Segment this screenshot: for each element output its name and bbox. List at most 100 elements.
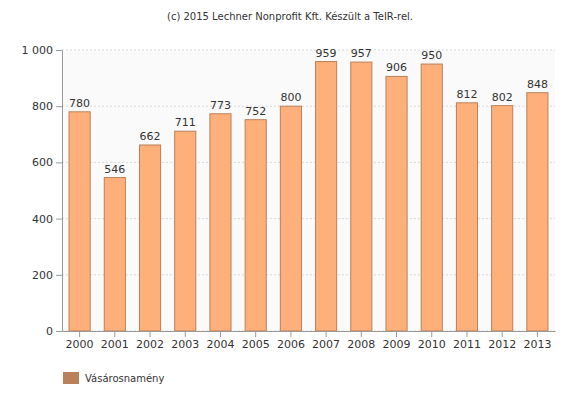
title: (c) 2015 Lechner Nonprofit Kft. Készült … (167, 11, 413, 22)
bar (245, 120, 266, 331)
x-tick-label: 2009 (383, 338, 411, 351)
bar (386, 76, 407, 331)
legend: Vásárosnamény (63, 372, 164, 384)
x-tick: 2004 (206, 331, 234, 351)
x-tick-label: 2008 (347, 338, 375, 351)
x-tick-mark (396, 331, 397, 337)
grid-line (62, 274, 555, 275)
x-tick-mark (537, 331, 538, 337)
x-axis-line (63, 331, 556, 332)
bar (527, 93, 548, 331)
grid-line (62, 50, 555, 51)
bar (456, 103, 477, 331)
grid-line (62, 218, 555, 219)
y-tick-mark (56, 50, 62, 51)
data-label: 662 (140, 130, 161, 143)
bar (492, 106, 513, 331)
y-tick-label: 600 (32, 156, 53, 169)
data-label: 906 (386, 61, 407, 74)
y-tick: 800 (32, 100, 62, 113)
bar (316, 62, 337, 331)
grid-line (62, 331, 555, 332)
x-tick: 2010 (418, 331, 446, 351)
x-tick: 2002 (136, 331, 164, 351)
grid-line (62, 162, 555, 163)
y-tick-label: 400 (32, 213, 53, 226)
x-tick-label: 2000 (66, 338, 94, 351)
data-label: 950 (421, 49, 442, 62)
data-label: 752 (245, 105, 266, 118)
x-tick-mark (255, 331, 256, 337)
data-label: 848 (527, 78, 548, 91)
data-label: 802 (492, 91, 513, 104)
plot-background (62, 50, 555, 331)
bars (69, 62, 548, 331)
y-tick-label: 0 (46, 325, 53, 338)
y-tick-mark (56, 106, 62, 107)
x-tick: 2011 (453, 331, 481, 351)
grid-line (62, 106, 555, 107)
y-tick-label: 1 000 (22, 44, 54, 57)
y-tick: 1 000 (22, 44, 63, 57)
x-tick-label: 2007 (312, 338, 340, 351)
legend-label: Vásárosnamény (85, 373, 164, 384)
x-tick-mark (326, 331, 327, 337)
x-tick-label: 2003 (171, 338, 199, 351)
x-tick: 2008 (347, 331, 375, 351)
y-axis: 0 200 400 600 800 1 000 (22, 44, 63, 338)
x-tick-mark (220, 331, 221, 337)
grid (62, 50, 555, 331)
y-tick-mark (56, 275, 62, 276)
legend-item: Vásárosnamény (63, 372, 164, 384)
bar (69, 112, 90, 331)
bar (280, 106, 301, 331)
x-tick-label: 2006 (277, 338, 305, 351)
x-tick-mark (466, 331, 467, 337)
data-label: 780 (69, 97, 90, 110)
data-label: 773 (210, 99, 231, 112)
x-tick-label: 2012 (488, 338, 516, 351)
x-tick: 2012 (488, 331, 516, 351)
data-label: 711 (175, 116, 196, 129)
bar (351, 62, 372, 331)
x-tick-mark (431, 331, 432, 337)
x-axis: 2000 2001 2002 2003 2004 2005 2006 2007 2008 2009… (63, 331, 556, 351)
x-tick-mark (502, 331, 503, 337)
bar (421, 64, 442, 331)
data-label: 546 (104, 163, 125, 176)
bar (175, 131, 196, 331)
y-tick: 600 (32, 156, 62, 169)
x-tick: 2006 (277, 331, 305, 351)
x-tick: 2013 (523, 331, 551, 351)
data-label: 812 (456, 88, 477, 101)
x-tick-label: 2005 (242, 338, 270, 351)
data-label: 800 (280, 91, 301, 104)
y-tick-label: 800 (32, 100, 53, 113)
x-tick-mark (185, 331, 186, 337)
y-tick: 200 (32, 269, 62, 282)
y-tick: 400 (32, 213, 62, 226)
y-tick-mark (56, 219, 62, 220)
x-tick: 2009 (383, 331, 411, 351)
y-tick-mark (56, 162, 62, 163)
x-tick: 2007 (312, 331, 340, 351)
chart: (c) 2015 Lechner Nonprofit Kft. Készült … (0, 0, 580, 400)
x-tick-label: 2002 (136, 338, 164, 351)
x-tick: 2003 (171, 331, 199, 351)
y-axis-line (62, 51, 63, 332)
data-label: 959 (316, 47, 337, 60)
y-tick: 0 (46, 325, 62, 338)
legend-swatch (63, 372, 79, 384)
x-tick-label: 2001 (101, 338, 129, 351)
x-tick-mark (79, 331, 80, 337)
x-tick-label: 2010 (418, 338, 446, 351)
x-tick-label: 2004 (206, 338, 234, 351)
x-tick-mark (361, 331, 362, 337)
plot: 02004006008001 0002000200120022003200420… (22, 44, 556, 351)
x-tick: 2001 (101, 331, 129, 351)
bar (210, 114, 231, 331)
y-tick-mark (56, 331, 62, 332)
bar (104, 178, 125, 331)
x-tick-label: 2013 (523, 338, 551, 351)
bar (139, 145, 160, 331)
